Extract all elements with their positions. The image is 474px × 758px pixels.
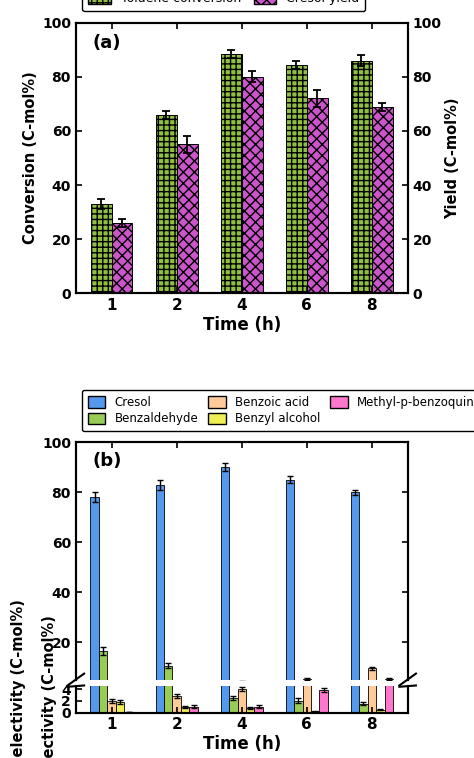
Bar [91, 497, 99, 692]
Y-axis label: Yield (C-mol%): Yield (C-mol%) [446, 97, 461, 219]
Bar [384, 679, 393, 692]
Bar [286, 480, 294, 692]
Bar [294, 701, 302, 713]
Bar [164, 651, 173, 713]
Bar [220, 467, 229, 692]
Bar [155, 226, 164, 713]
Bar [368, 669, 376, 692]
Bar [359, 703, 368, 713]
Bar [220, 185, 229, 713]
Bar [246, 690, 255, 692]
Bar [91, 255, 99, 713]
Bar [255, 706, 263, 713]
Y-axis label: Conversion (C-mol%): Conversion (C-mol%) [23, 71, 38, 244]
Bar [108, 687, 116, 692]
X-axis label: Time (h): Time (h) [202, 316, 281, 334]
Legend: Cresol, Benzaldehyde, Benzoic acid, Benzyl alcohol, Methyl-p-benzoquinone: Cresol, Benzaldehyde, Benzoic acid, Benz… [82, 390, 474, 431]
Bar [91, 204, 111, 293]
Bar [108, 701, 116, 713]
Bar [190, 690, 198, 692]
Bar [255, 690, 263, 692]
Bar [116, 688, 124, 692]
Bar [311, 711, 319, 713]
Text: (a): (a) [92, 33, 121, 52]
Bar [111, 223, 132, 293]
Bar [319, 691, 328, 713]
Bar [242, 77, 263, 293]
Bar [302, 682, 311, 713]
Bar [359, 688, 368, 692]
Bar [307, 99, 328, 293]
Bar [99, 615, 108, 713]
Bar [177, 145, 198, 293]
Bar [368, 656, 376, 713]
Bar [181, 690, 190, 692]
Bar [221, 54, 242, 293]
Bar [302, 679, 311, 692]
Y-axis label: Selectivity (C-mol%): Selectivity (C-mol%) [42, 615, 57, 758]
Bar [99, 651, 108, 692]
Bar [376, 691, 384, 692]
Bar [294, 687, 302, 692]
Bar [246, 708, 255, 713]
Bar [351, 61, 372, 293]
Bar [384, 682, 393, 713]
Legend: Toluene conversion, Cresol yield: Toluene conversion, Cresol yield [82, 0, 365, 11]
Text: Selectivity (C-mol%): Selectivity (C-mol%) [11, 599, 27, 758]
Bar [376, 709, 384, 713]
Bar [173, 685, 181, 692]
Bar [173, 696, 181, 713]
Bar [237, 682, 246, 692]
Bar [229, 698, 237, 713]
Bar [156, 114, 177, 293]
Bar [372, 107, 392, 293]
Bar [116, 702, 124, 713]
Bar [286, 214, 294, 713]
Bar [319, 682, 328, 692]
Bar [229, 686, 237, 692]
X-axis label: Time (h): Time (h) [202, 735, 281, 753]
Bar [286, 64, 307, 293]
Bar [237, 689, 246, 713]
Bar [190, 706, 198, 713]
Bar [351, 243, 359, 713]
Text: (b): (b) [92, 452, 122, 469]
Bar [181, 707, 190, 713]
Bar [164, 666, 173, 692]
Bar [155, 484, 164, 692]
Bar [351, 492, 359, 692]
